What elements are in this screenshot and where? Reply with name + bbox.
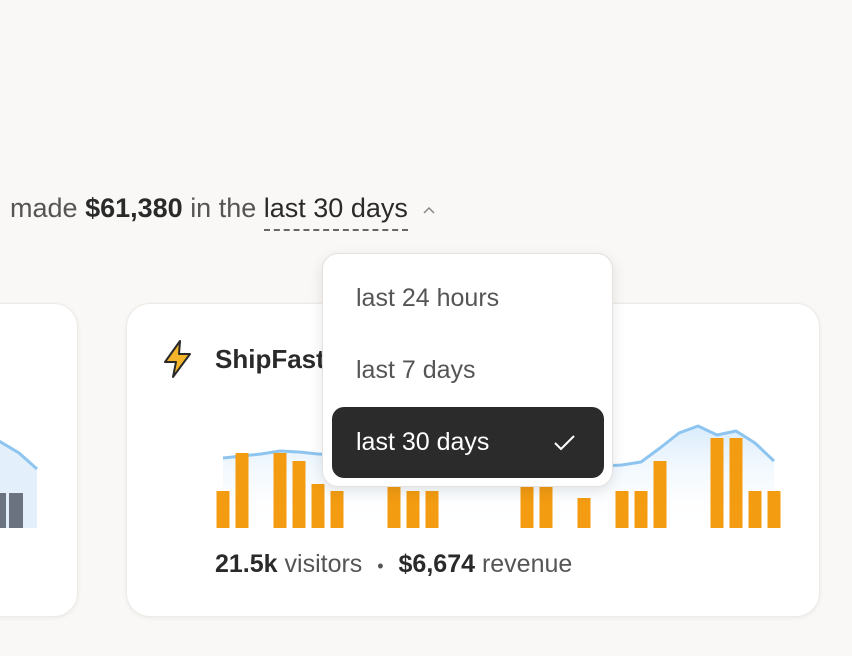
stats: 21.5k visitors • $6,674 revenue	[215, 550, 572, 579]
bar	[387, 478, 401, 528]
headline: made $61,380 in the last 30 days	[10, 193, 437, 231]
menu-option[interactable]: last 7 days	[356, 356, 476, 384]
project-card[interactable]	[0, 303, 78, 617]
bar	[710, 438, 724, 528]
visitors-value: 21.5k	[215, 550, 278, 578]
check-icon	[554, 435, 575, 451]
bar	[273, 453, 287, 528]
bar	[292, 461, 306, 528]
bar	[767, 491, 781, 528]
bar	[311, 484, 325, 528]
dropdown-menu: last 24 hours last 7 days last 30 days	[322, 253, 613, 487]
bar	[425, 491, 439, 528]
bar	[9, 493, 23, 528]
period-selector[interactable]: last 30 days	[263, 193, 408, 231]
option-text: last 30 days	[356, 428, 490, 456]
bar	[520, 478, 534, 528]
bar	[615, 491, 629, 528]
separator: •	[377, 556, 384, 576]
text: made	[10, 193, 78, 223]
menu-option-selected[interactable]: last 30 days	[332, 407, 604, 478]
revenue-value: $6,674	[398, 550, 475, 578]
text: in the	[190, 193, 257, 223]
line	[0, 439, 38, 471]
bar	[216, 491, 230, 528]
card-title: ShipFast	[215, 344, 325, 374]
lightning-icon	[164, 340, 191, 378]
revenue-label: revenue	[481, 550, 573, 578]
bar	[653, 461, 667, 528]
bar	[539, 483, 553, 528]
bar	[634, 491, 648, 528]
bar	[235, 453, 249, 528]
bar	[729, 438, 743, 528]
bar	[748, 491, 762, 528]
visitors-label: visitors	[284, 550, 363, 578]
bar	[406, 491, 420, 528]
menu-option[interactable]: last 24 hours	[356, 284, 500, 312]
amount: $61,380	[85, 193, 183, 223]
bar	[0, 493, 6, 528]
bar	[577, 498, 591, 528]
mini-chart	[0, 439, 38, 528]
bar	[330, 491, 344, 528]
chevron-up[interactable]	[421, 204, 437, 216]
